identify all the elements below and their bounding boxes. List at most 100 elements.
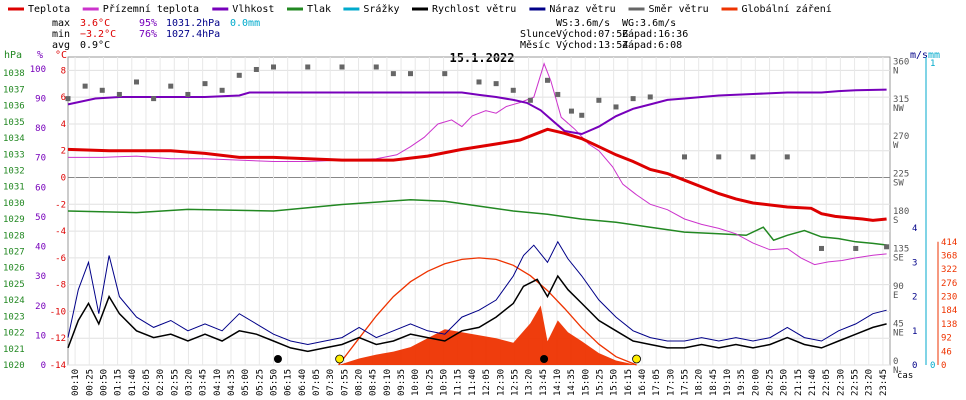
wind-dir-point-13 (305, 64, 311, 70)
wind-dir-point-30 (647, 94, 653, 100)
tick-mm-0: 0 (930, 361, 935, 371)
tick-rad-5: 230 (941, 293, 957, 303)
stats-min-press: 1027.4hPa (166, 29, 220, 40)
wind-dir-point-34 (784, 154, 790, 160)
x-tick-53: 22:05 (822, 369, 832, 396)
series-pressure (67, 198, 887, 246)
wind-dir-point-37 (884, 244, 890, 250)
moonset-marker (273, 355, 282, 363)
legend: Teplota Přízemní teplota Vlhkost Tlak Srážky… (8, 3, 832, 15)
tick-deg-2: 90 (893, 282, 904, 292)
x-tick-20: 08:20 (355, 369, 365, 396)
x-tick-25: 10:25 (425, 369, 435, 396)
x-tick-47: 19:35 (737, 369, 747, 396)
wind-dir-point-15 (373, 64, 379, 70)
wind-dir-point-7 (185, 91, 191, 97)
tick-temp-6: -2 (55, 200, 66, 210)
series-wind-speed (67, 274, 887, 353)
wind-dir-point-19 (476, 79, 482, 85)
wind-dir-point-11 (253, 66, 259, 72)
series-temperature (67, 127, 887, 222)
tick-rad-3: 138 (941, 320, 957, 330)
axis-hpa-label: hPa (4, 50, 22, 61)
legend-label-7: Směr větru (649, 3, 709, 15)
stats-max-hum: 95% (139, 18, 157, 29)
x-tick-19: 07:55 (340, 369, 350, 396)
wind-dir-point-10 (236, 72, 242, 78)
tick-rad-4: 184 (941, 306, 957, 316)
tick-hpa-17: 1037 (3, 85, 25, 95)
tick-pct-2: 20 (35, 302, 46, 312)
tick-deg-3: 135 (893, 245, 909, 255)
wind-dir-point-31 (682, 154, 687, 160)
wind-dir-point-20 (493, 81, 499, 87)
x-tick-48: 20:00 (751, 369, 761, 396)
tick-dir-6: W (893, 141, 899, 151)
info-moon-set: Západ:6:08 (622, 39, 682, 51)
tick-pct-10: 100 (30, 65, 46, 75)
x-tick-51: 21:15 (794, 369, 804, 396)
x-tick-28: 11:40 (468, 369, 478, 396)
stats-max-rain: 0.0mm (230, 18, 260, 29)
stats-avg-label: avg (52, 40, 70, 51)
tick-hpa-18: 1038 (3, 69, 25, 79)
x-tick-33: 13:45 (539, 369, 549, 396)
x-tick-2: 00:50 (99, 369, 109, 396)
axes: 1020102110221023102410251026102710281029… (3, 57, 957, 376)
tick-hpa-6: 1026 (3, 264, 25, 274)
x-tick-14: 05:50 (270, 369, 280, 396)
wind-dir-point-35 (819, 245, 824, 251)
legend-label-4: Srážky (363, 3, 399, 15)
tick-mm-1: 1 (930, 59, 935, 69)
tick-hpa-10: 1030 (3, 199, 25, 209)
info-ws: WS:3.6m/s (556, 18, 610, 29)
x-tick-5: 02:05 (142, 369, 152, 396)
x-tick-3: 01:15 (114, 369, 124, 396)
stats-block: max 3.6°C 95% 1031.2hPa 0.0mm min −3.2°C… (52, 18, 260, 51)
tick-pct-0: 0 (41, 361, 46, 371)
x-tick-42: 17:30 (666, 369, 676, 396)
wind-dir-point-5 (151, 96, 157, 102)
tick-ms-3: 3 (912, 258, 917, 268)
stats-max-label: max (52, 18, 70, 29)
tick-rad-6: 276 (941, 279, 957, 289)
tick-rad-8: 368 (941, 251, 957, 261)
tick-dir-8: N (893, 66, 898, 76)
x-tick-38: 15:50 (610, 369, 620, 396)
legend-label-2: Vlhkost (232, 4, 274, 15)
x-tick-13: 05:25 (255, 369, 265, 396)
axis-mm-label: mm (928, 50, 940, 61)
legend-label-5: Rychlost větru (432, 3, 516, 15)
tick-temp-1: -12 (50, 334, 66, 344)
wind-dir-point-33 (750, 154, 756, 160)
chart-title: 15.1.2022 (449, 51, 514, 65)
x-tick-39: 16:15 (624, 369, 634, 396)
wind-dir-point-4 (134, 79, 139, 85)
wind-dir-point-25 (568, 108, 574, 114)
wind-dir-point-2 (99, 87, 105, 93)
tick-dir-4: S (893, 216, 898, 226)
x-tick-11: 04:35 (227, 369, 237, 396)
tick-dir-1: NE (893, 329, 904, 339)
tick-temp-9: 4 (61, 120, 66, 130)
stats-min-temp: −3.2°C (80, 29, 116, 40)
tick-rad-7: 322 (941, 265, 957, 275)
tick-deg-7: 315 (893, 95, 909, 105)
x-tick-46: 19:10 (723, 369, 733, 396)
info-moon-rise: Východ:13:54 (556, 39, 628, 51)
wind-dir-point-17 (408, 71, 413, 77)
wind-dir-point-29 (630, 96, 636, 102)
x-tick-18: 07:30 (326, 369, 336, 396)
tick-rad-2: 92 (941, 334, 952, 344)
wind-dir-point-1 (82, 83, 88, 89)
tick-deg-6: 270 (893, 132, 909, 142)
tick-temp-7: 0 (61, 174, 66, 184)
info-sun-set: Západ:16:36 (622, 28, 688, 40)
x-tick-8: 03:20 (184, 369, 194, 396)
tick-temp-8: 2 (61, 147, 66, 157)
stats-min-hum: 76% (139, 29, 157, 40)
wind-dir-point-22 (527, 97, 533, 103)
info-block: WS:3.6m/s WG:3.6m/s Slunce Východ:07:56 … (520, 18, 688, 51)
tick-temp-0: -14 (50, 361, 66, 371)
tick-dir-5: SW (893, 179, 904, 189)
